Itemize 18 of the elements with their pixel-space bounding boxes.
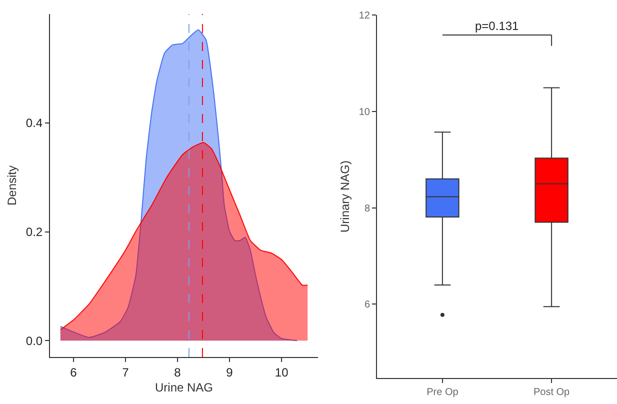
- x-tick-label: 7: [122, 365, 130, 380]
- y-tick-label: 8: [364, 203, 370, 214]
- x-tick-label: Post Op: [533, 387, 570, 398]
- x-axis-title: Urine NAG: [154, 380, 214, 394]
- x-tick-label: Pre Op: [426, 387, 459, 398]
- y-axis-title: Density: [5, 165, 20, 206]
- x-tick-label: 6: [70, 365, 78, 380]
- y-tick-label: 0.4: [26, 116, 43, 130]
- y-tick-label: 0.2: [26, 224, 43, 239]
- y-tick-label: 10: [358, 106, 370, 118]
- x-tick-label: 9: [226, 365, 234, 380]
- y-tick-label: 12: [358, 10, 370, 22]
- y-tick-label: 0.0: [26, 334, 43, 348]
- y-tick-label: 6: [364, 300, 370, 311]
- x-tick-label: 10: [274, 365, 289, 380]
- y-axis-title: Urinary NAG): [338, 160, 352, 233]
- x-tick-label: 8: [174, 365, 182, 380]
- annotation: p=0.131: [475, 19, 520, 33]
